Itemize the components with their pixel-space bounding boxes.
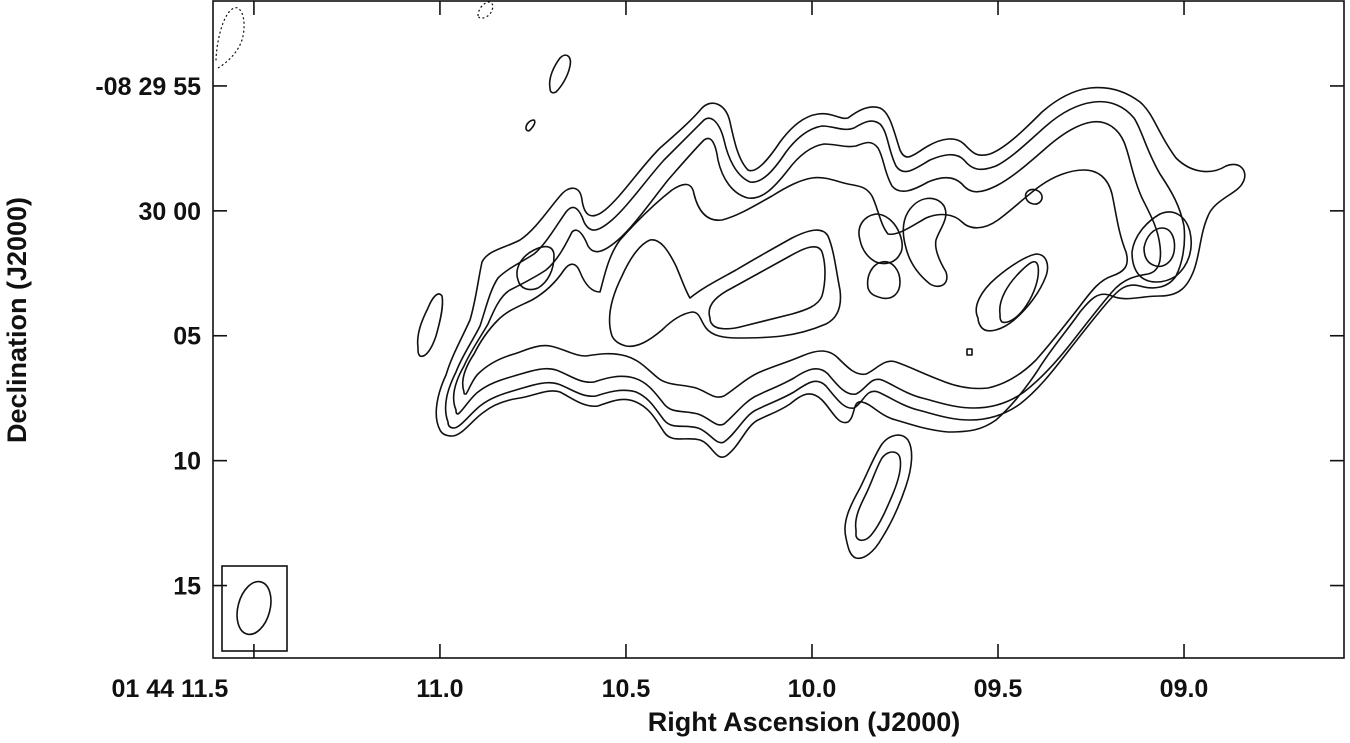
contour-south-inner xyxy=(854,451,902,542)
contour-tiny-square xyxy=(966,348,973,356)
contour-level-2 xyxy=(444,100,1186,444)
contour-east-small xyxy=(1024,188,1043,205)
x-tick-labels: 01 44 11.5 11.0 10.5 10.0 09.5 09.0 xyxy=(112,675,1209,703)
y-tick-labels: -08 29 55 30 00 05 10 15 xyxy=(95,73,201,601)
x-tick-label-4: 09.5 xyxy=(974,675,1023,703)
contour-west-island xyxy=(516,245,555,291)
y-tick-label-0: -08 29 55 xyxy=(95,73,201,101)
y-tick-label-4: 15 xyxy=(173,573,201,601)
contour-level-4 xyxy=(461,169,1128,398)
contour-arc-1 xyxy=(902,197,948,288)
beam-box xyxy=(221,565,288,652)
contour-south-outer xyxy=(844,434,913,560)
contour-north-blob-2 xyxy=(525,119,536,132)
contour-north-blob-1 xyxy=(548,54,572,94)
y-axis-title: Declination (J2000) xyxy=(2,197,32,443)
contour-level-1 xyxy=(435,86,1246,458)
y-ticks xyxy=(213,85,1344,587)
x-tick-label-1: 11.0 xyxy=(416,675,463,703)
beam-ellipse xyxy=(236,580,272,636)
x-axis-title: Right Ascension (J2000) xyxy=(648,707,961,737)
contour-level-3 xyxy=(452,120,1162,426)
contour-field xyxy=(215,1,1246,652)
y-tick-label-1: 30 00 xyxy=(138,198,201,226)
y-tick-label-3: 10 xyxy=(173,448,201,476)
contour-level-6 xyxy=(708,245,826,330)
contour-negative-1 xyxy=(215,7,245,69)
contour-middle-ring xyxy=(858,213,903,265)
contour-level-5 xyxy=(608,229,842,348)
x-ticks xyxy=(253,1,1185,658)
x-tick-label-0: 01 44 11.5 xyxy=(112,675,229,703)
x-tick-label-2: 10.5 xyxy=(602,675,651,703)
contour-east-island-a xyxy=(998,260,1040,324)
y-tick-label-2: 05 xyxy=(173,323,201,351)
x-tick-label-3: 10.0 xyxy=(788,675,837,703)
contour-east-lobe-outer xyxy=(1131,211,1192,283)
contour-east-lobe-inner xyxy=(1143,227,1176,268)
contour-negative-2 xyxy=(477,1,494,19)
plot-frame xyxy=(212,0,1345,659)
contour-west-blob xyxy=(416,293,444,358)
x-tick-label-5: 09.0 xyxy=(1160,675,1209,703)
contour-east-island-b xyxy=(975,253,1049,332)
contour-hole-1 xyxy=(866,260,901,300)
